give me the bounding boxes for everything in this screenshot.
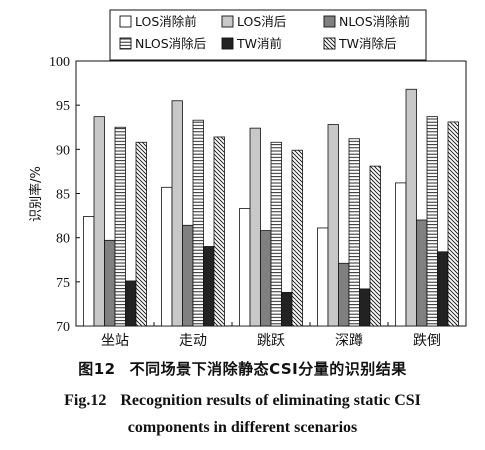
bar: [338, 262, 350, 327]
bar: [270, 141, 282, 327]
x-tick-label: 跳跃: [257, 333, 285, 349]
bar: [416, 219, 428, 327]
bar: [114, 126, 126, 327]
bar-chart: LOS消除前 LOS消后 NLOS消除前 NLOS消除后 TW消前 TW消除后 70 75 8…: [28, 9, 467, 349]
bar: [171, 100, 183, 327]
bar: [104, 239, 116, 327]
figure-caption-en-text-2: components in different scenarios: [127, 419, 358, 436]
bars: [83, 88, 459, 327]
bar: [161, 186, 173, 327]
figure-caption-en-text-1: Recognition results of eliminating stati…: [120, 392, 421, 409]
legend-label: TW消除后: [338, 36, 397, 51]
legend: LOS消除前 LOS消后 NLOS消除前 NLOS消除后 TW消前 TW消除后: [119, 14, 410, 51]
bar: [447, 121, 459, 327]
bar: [291, 149, 303, 327]
y-tick-label: 90: [56, 143, 70, 158]
x-tick-label: 深蹲: [335, 333, 363, 349]
y-tick-label: 70: [56, 320, 70, 335]
bar: [182, 224, 194, 327]
bar: [405, 88, 417, 327]
bar: [348, 138, 360, 327]
y-axis-label: 识别率/%: [28, 166, 44, 222]
y-tick-label: 95: [56, 99, 70, 114]
x-tick-label: 坐站: [101, 333, 129, 349]
bar: [359, 288, 371, 327]
bar: [369, 165, 381, 327]
bar: [125, 280, 137, 327]
bar: [192, 119, 204, 327]
bar: [281, 292, 293, 327]
legend-swatch: [119, 15, 132, 28]
legend-label: LOS消后: [237, 14, 286, 29]
x-tick-label: 跌倒: [413, 333, 441, 349]
y-tick-label: 85: [56, 188, 70, 203]
x-tick-label: 走动: [179, 333, 207, 349]
bar: [93, 116, 105, 327]
figure-caption-english-line2: components in different scenarios: [0, 419, 485, 437]
bar: [327, 124, 339, 327]
bar: [426, 116, 438, 327]
legend-label: NLOS消除后: [135, 36, 206, 51]
figure-caption-english-line1: Fig.12 Recognition results of eliminating…: [0, 392, 485, 410]
legend-box: [109, 9, 427, 61]
legend-label: NLOS消除前: [339, 14, 410, 29]
y-tick-label: 100: [49, 55, 70, 70]
figure-caption-chinese: 图12 不同场景下消除静态CSI分量的识别结果: [0, 358, 485, 379]
legend-swatch: [323, 15, 336, 28]
axes: 70 75 80 85 90 95 100 坐站 走动 跳跃 深蹲 跌倒: [49, 55, 467, 349]
legend-swatch: [221, 15, 234, 28]
y-tick-label: 80: [56, 232, 70, 247]
legend-swatch: [323, 37, 336, 50]
y-tick-label: 75: [56, 276, 70, 291]
legend-label: TW消前: [236, 36, 282, 51]
bar: [83, 216, 95, 327]
legend-swatch: [221, 37, 234, 50]
bar: [203, 246, 215, 327]
bar: [239, 208, 251, 327]
bar: [135, 141, 147, 327]
bar: [260, 230, 272, 327]
bar: [437, 251, 449, 327]
legend-swatch: [119, 37, 132, 50]
figure-label-en: Fig.12: [64, 392, 107, 409]
bar: [213, 136, 225, 327]
bar: [249, 127, 261, 327]
figure-caption-cn-text: 不同场景下消除静态CSI分量的识别结果: [129, 360, 407, 378]
bar: [395, 182, 407, 327]
bar: [317, 227, 329, 327]
figure-label-cn: 图12: [78, 360, 116, 378]
legend-label: LOS消除前: [135, 14, 197, 29]
